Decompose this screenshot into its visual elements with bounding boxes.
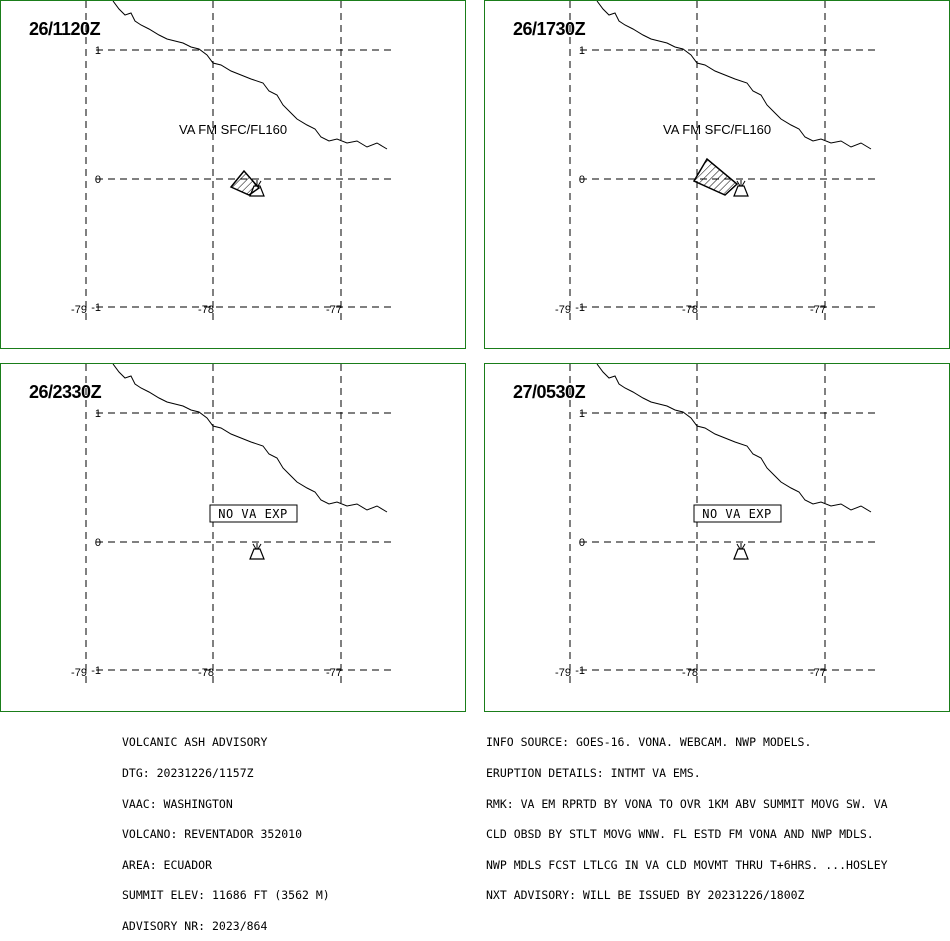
footer-left-line: VOLCANO: REVENTADOR 352010 bbox=[122, 827, 303, 842]
va-status-label: NO VA EXP bbox=[218, 507, 288, 521]
map-svg-1: 1 0 -1 -79 -78 -77 VA FM SFC/FL160 bbox=[71, 1, 391, 321]
va-layer-label: VA FM SFC/FL160 bbox=[179, 122, 287, 137]
lon-tick-label: -78 bbox=[682, 667, 698, 679]
footer-right-line: CLD OBSD BY STLT MOVG WNW. FL ESTD FM VO… bbox=[486, 827, 874, 842]
coastline bbox=[596, 364, 872, 513]
footer-right-line: NXT ADVISORY: WILL BE ISSUED BY 20231226… bbox=[486, 888, 805, 903]
forecast-panel-4: 1 0 -1 -79 -78 -77 NO VA EXP 27/0530Z bbox=[484, 363, 950, 712]
va-status-label: NO VA EXP bbox=[702, 507, 772, 521]
footer-left-line: AREA: ECUADOR bbox=[122, 857, 213, 872]
lat-tick-label: -1 bbox=[575, 665, 585, 677]
footer-left-line: SUMMIT ELEV: 11686 FT (3562 M) bbox=[122, 888, 330, 903]
volcano-icon bbox=[733, 180, 749, 197]
no-va-box bbox=[209, 504, 298, 523]
lat-tick-label: 1 bbox=[95, 408, 101, 420]
panel-time-label: 26/1120Z bbox=[29, 19, 101, 39]
volcano-icon bbox=[733, 543, 749, 560]
coastline bbox=[112, 1, 388, 150]
volcano-icon bbox=[249, 543, 265, 560]
coastline bbox=[112, 364, 388, 513]
footer-left-line: VAAC: WASHINGTON bbox=[122, 796, 233, 811]
lon-tick-label: -79 bbox=[71, 304, 87, 316]
lon-tick-label: -79 bbox=[71, 667, 87, 679]
panel-time-label: 26/2330Z bbox=[29, 382, 102, 402]
coastline bbox=[596, 1, 872, 150]
lat-tick-label: -1 bbox=[91, 665, 101, 677]
lat-tick-label: 0 bbox=[579, 537, 585, 549]
lon-tick-label: -77 bbox=[326, 667, 342, 679]
map-svg-4: 1 0 -1 -79 -78 -77 NO VA EXP bbox=[555, 364, 875, 684]
volcano-icon bbox=[249, 180, 265, 197]
footer-left-line: VOLCANIC ASH ADVISORY bbox=[122, 735, 268, 750]
panel-time-label: 27/0530Z bbox=[513, 382, 586, 402]
ash-cloud-polygon bbox=[229, 169, 261, 196]
lat-tick-label: 0 bbox=[579, 174, 585, 186]
lat-tick-label: 0 bbox=[95, 537, 101, 549]
lon-tick-label: -77 bbox=[810, 667, 826, 679]
forecast-panel-3: 1 0 -1 -79 -78 -77 NO VA EXP 26/2330Z bbox=[0, 363, 466, 712]
footer-right-line: ERUPTION DETAILS: INTMT VA EMS. bbox=[486, 766, 701, 780]
lon-tick-label: -78 bbox=[682, 304, 698, 316]
lat-tick-label: 1 bbox=[95, 45, 101, 57]
footer-right-line: RMK: VA EM RPRTD BY VONA TO OVR 1KM ABV … bbox=[486, 796, 888, 811]
va-layer-label: VA FM SFC/FL160 bbox=[663, 122, 771, 137]
footer-right-line: INFO SOURCE: GOES-16. VONA. WEBCAM. NWP … bbox=[486, 735, 812, 750]
footer-right-line: NWP MDLS FCST LTLCG IN VA CLD MOVMT THRU… bbox=[486, 857, 888, 872]
lon-tick-label: -77 bbox=[326, 304, 342, 316]
lat-tick-label: 1 bbox=[579, 408, 585, 420]
lat-tick-label: 1 bbox=[579, 45, 585, 57]
advisory-remarks-block: INFO SOURCE: GOES-16. VONA. WEBCAM. NWP … bbox=[486, 717, 888, 911]
lat-tick-label: -1 bbox=[575, 302, 585, 314]
footer-left-line: ADVISORY NR: 2023/864 bbox=[122, 918, 268, 933]
lon-tick-label: -78 bbox=[198, 304, 214, 316]
panel-time-label: 26/1730Z bbox=[513, 19, 586, 39]
lon-tick-label: -79 bbox=[555, 667, 571, 679]
map-svg-2: 1 0 -1 -79 -78 -77 VA FM SFC/FL160 bbox=[555, 1, 875, 321]
ash-cloud-polygon bbox=[692, 157, 739, 196]
lon-tick-label: -79 bbox=[555, 304, 571, 316]
lat-tick-label: 0 bbox=[95, 174, 101, 186]
advisory-header-block: VOLCANIC ASH ADVISORY DTG: 20231226/1157… bbox=[122, 717, 330, 941]
forecast-panel-2: 1 0 -1 -79 -78 -77 VA FM SFC/FL160 26/1730Z bbox=[484, 0, 950, 349]
no-va-box bbox=[693, 504, 782, 523]
lon-tick-label: -77 bbox=[810, 304, 826, 316]
forecast-panel-1: 1 0 -1 -79 -78 -77 VA FM SFC/FL160 26/1120Z bbox=[0, 0, 466, 349]
footer-left-line: DTG: 20231226/1157Z bbox=[122, 766, 254, 780]
lat-tick-label: -1 bbox=[91, 302, 101, 314]
map-svg-3: 1 0 -1 -79 -78 -77 NO VA EXP bbox=[71, 364, 391, 684]
lon-tick-label: -78 bbox=[198, 667, 214, 679]
